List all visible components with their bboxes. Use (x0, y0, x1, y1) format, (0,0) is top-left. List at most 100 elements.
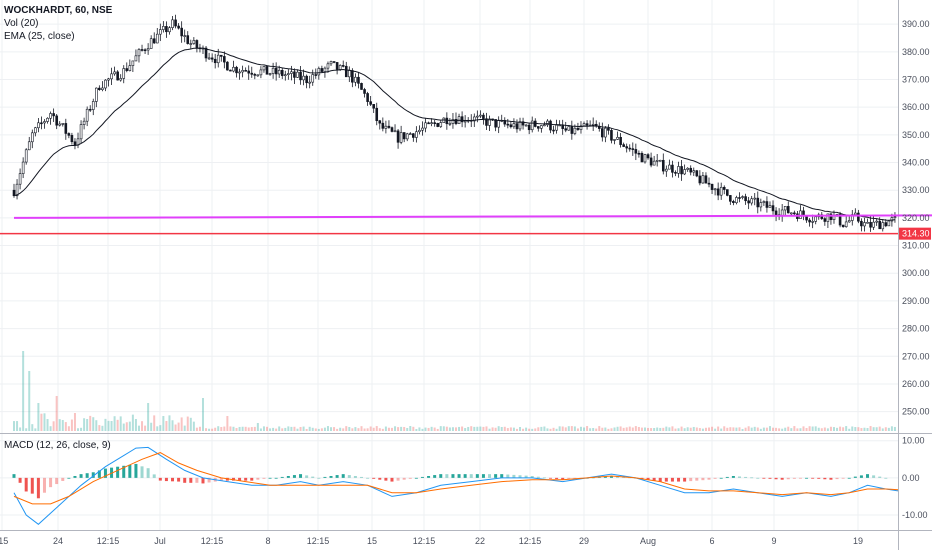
macd-legend: MACD (12, 26, close, 9) (4, 439, 111, 452)
x-tick-label: 6 (709, 536, 714, 546)
candle-body (338, 65, 342, 70)
candle-body (366, 93, 369, 102)
volume-bar (509, 427, 512, 431)
candle-body (43, 121, 46, 124)
candle-body (765, 201, 769, 208)
candle-body (27, 141, 31, 151)
candle-body (576, 127, 580, 130)
macd-hist-bar (798, 477, 802, 479)
candle-body (168, 27, 171, 33)
macd-hist-bar (49, 477, 53, 488)
candle-body (527, 124, 531, 131)
macd-hist-bar (347, 475, 351, 478)
volume-bar (168, 415, 171, 431)
candle-body (786, 206, 790, 214)
volume-bar (522, 428, 525, 431)
macd-hist-bar (195, 477, 199, 483)
macd-hist-bar (725, 476, 729, 478)
candle-body (652, 160, 656, 166)
macd-hist-bar (481, 474, 485, 478)
macd-hist-bar (262, 477, 266, 479)
volume-bar (424, 427, 427, 431)
candle-body (229, 69, 232, 72)
macd-hist-bar (500, 474, 504, 478)
volume-bar (226, 416, 229, 431)
candle-body (332, 61, 336, 63)
volume-bar (177, 422, 180, 431)
candles (12, 14, 897, 232)
candle-body (146, 48, 150, 51)
candle-body (521, 121, 525, 126)
candle-body (494, 119, 497, 128)
macd-hist-bar (36, 477, 40, 499)
volume-bar (250, 427, 253, 431)
candle-body (722, 186, 726, 190)
volume-bar (217, 426, 220, 431)
macd-hist-bar (640, 477, 644, 479)
volume-bar (567, 426, 570, 431)
macd-hist-bar (530, 476, 534, 478)
candle-body (570, 126, 574, 134)
macd-hist-bar (835, 477, 839, 480)
volume-bar (323, 427, 326, 431)
candle-body (381, 122, 385, 129)
candle-body (393, 130, 397, 133)
volume-bar (473, 426, 476, 431)
candle-body (716, 188, 720, 196)
candle-body (713, 188, 717, 191)
candle-body (692, 170, 696, 173)
volume-bar (31, 424, 34, 431)
candle-body (268, 73, 272, 75)
volume-bar (647, 427, 650, 431)
macd-hist-bar (567, 477, 571, 480)
candle-body (378, 120, 382, 124)
candle-body (305, 75, 308, 84)
macd-hist-bar (201, 477, 205, 484)
price-tick-label: 360.00 (902, 102, 930, 112)
candle-body (131, 60, 135, 66)
candle-body (247, 70, 251, 74)
candle-body (625, 146, 629, 149)
macd-hist-bar (140, 466, 144, 478)
candle-body (418, 129, 421, 133)
volume-bar (369, 426, 372, 431)
macd-hist-bar (335, 475, 339, 478)
volume-bar (781, 428, 784, 431)
macd-tick-label: 0.00 (902, 473, 920, 483)
macd-hist-bar (817, 477, 821, 479)
volume-bar (497, 426, 500, 431)
candle-body (668, 164, 671, 170)
volume-bar (573, 426, 576, 431)
macd-hist-bar (707, 477, 711, 480)
volume-bar (796, 428, 799, 431)
candle-body (128, 65, 132, 71)
vol-indicator-label: Vol (20) (4, 18, 39, 29)
volume-bar (488, 428, 491, 431)
candle-body (183, 35, 187, 37)
x-tick-label: 12:15 (97, 536, 120, 546)
volume-bar (34, 428, 37, 431)
volume-bar (787, 426, 790, 431)
macd-hist-bar (506, 474, 510, 478)
candle-body (210, 57, 214, 60)
volume-bar (351, 428, 354, 431)
grid (0, 0, 898, 530)
candle-body (262, 66, 266, 71)
volume-bar (433, 427, 436, 431)
macd-hist-bar (536, 476, 540, 478)
volume-bar (430, 426, 433, 431)
candle-body (451, 119, 455, 124)
macd-hist-bar (97, 470, 101, 478)
volume-bar (390, 427, 393, 431)
candle-body (125, 68, 129, 71)
volume-bar (314, 428, 317, 431)
volume-bar (637, 427, 640, 431)
volume-bar (345, 426, 348, 431)
candle-body (844, 221, 848, 228)
macd-hist-bar (774, 477, 778, 480)
candle-body (186, 35, 190, 44)
volume-bar (692, 426, 695, 431)
macd-hist-bar (609, 476, 613, 478)
candle-body (265, 66, 269, 75)
